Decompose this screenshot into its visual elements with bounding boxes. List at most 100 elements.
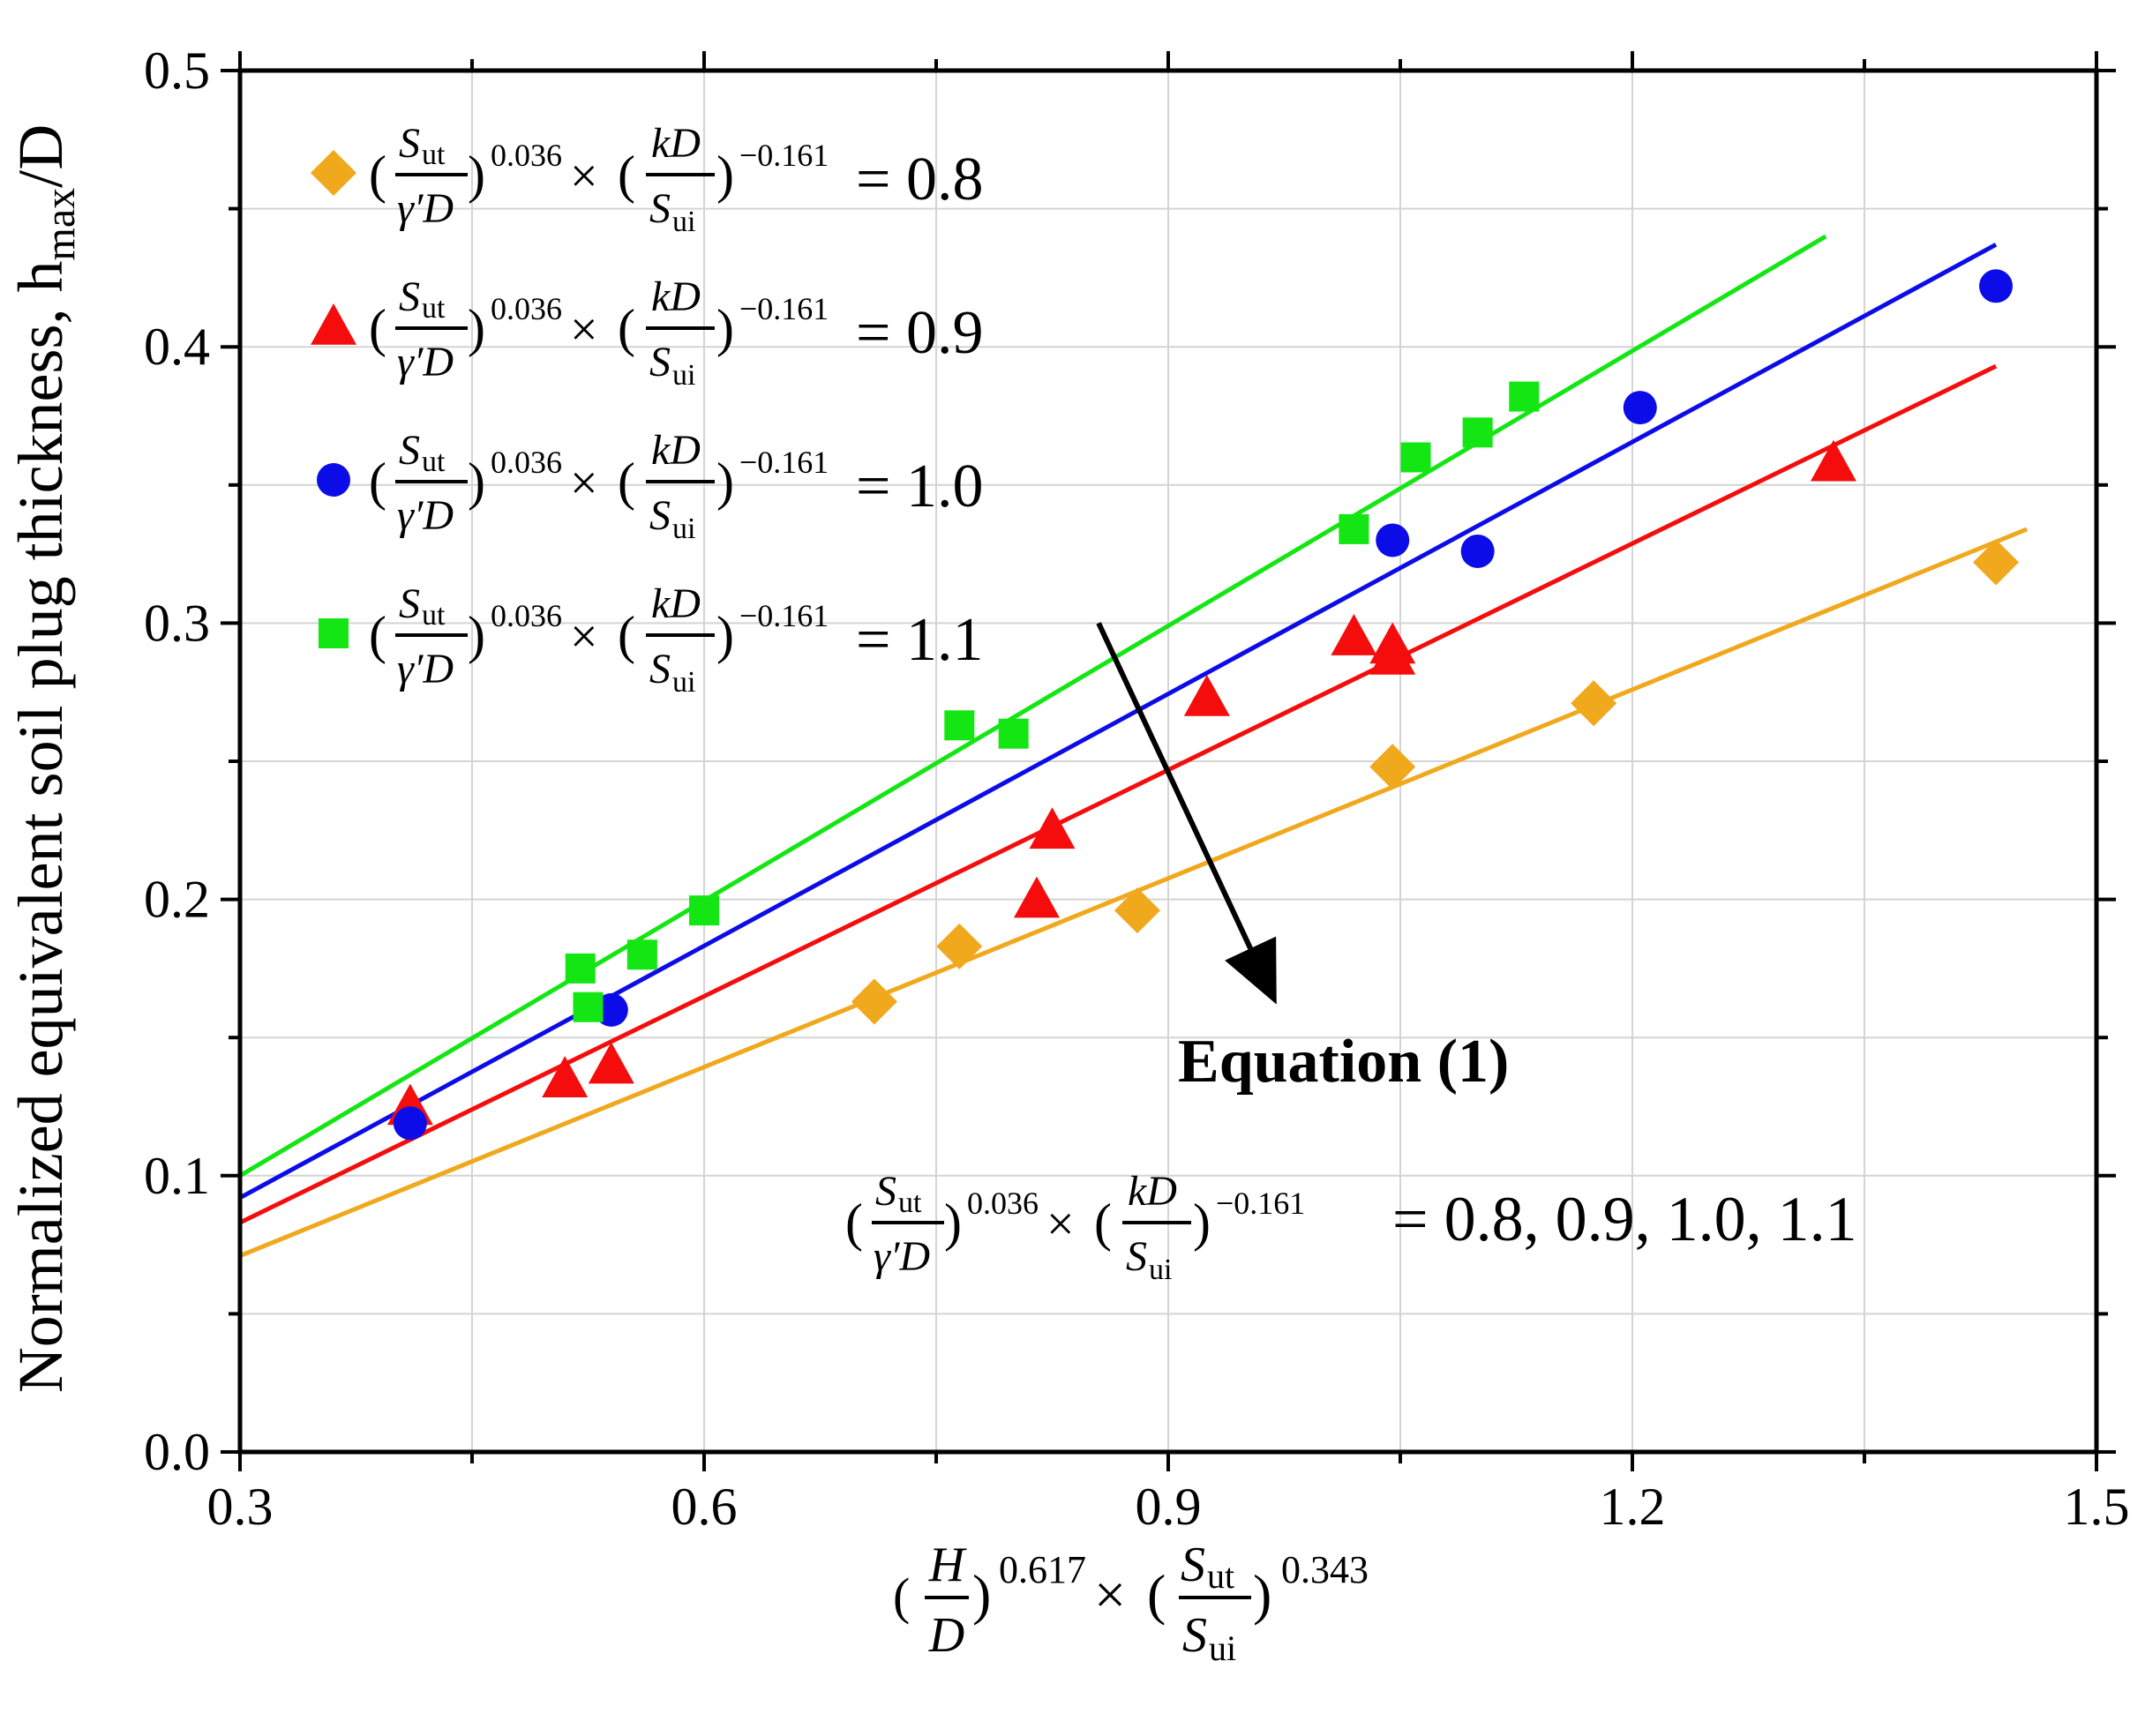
point-series-3-4 bbox=[1460, 534, 1495, 568]
svg-text:(: ( bbox=[893, 1568, 910, 1625]
legend-exp1: 0.036 bbox=[491, 291, 562, 326]
point-series-4-2 bbox=[573, 991, 604, 1022]
point-series-2-6 bbox=[1183, 674, 1230, 716]
point-series-3-5 bbox=[1623, 391, 1657, 425]
legend-sui: S bbox=[649, 339, 671, 385]
legend-paren: ) bbox=[716, 453, 734, 511]
legend-gamma-d: γ′D bbox=[397, 492, 454, 539]
legend-sut: S bbox=[399, 273, 420, 320]
svg-text:= 0.8, 0.9, 1.0, 1.1: = 0.8, 0.9, 1.0, 1.1 bbox=[1392, 1184, 1857, 1254]
legend-paren: ) bbox=[468, 453, 485, 511]
point-series-1-5 bbox=[1571, 680, 1617, 727]
legend-sui: S bbox=[649, 492, 671, 539]
legend-sui-sub: ui bbox=[672, 359, 695, 392]
svg-text:S: S bbox=[875, 1168, 896, 1215]
axes bbox=[221, 51, 2116, 1471]
grid bbox=[239, 70, 2097, 1453]
legend-value: = 1.0 bbox=[856, 453, 983, 520]
arrow-line bbox=[1096, 622, 1253, 950]
svg-text:ut: ut bbox=[1207, 1556, 1234, 1596]
legend-paren: ) bbox=[468, 146, 485, 204]
legend: (S utγ′D) 0.036 × (kDS ui) −0.161 = 0.8(S utγ′D)… bbox=[311, 120, 983, 699]
legend-sui-sub: ui bbox=[672, 206, 695, 238]
legend-exp1: 0.036 bbox=[491, 445, 562, 480]
svg-text:): ) bbox=[1193, 1194, 1211, 1252]
legend-paren: ( bbox=[618, 299, 635, 357]
legend-paren: ( bbox=[369, 299, 386, 357]
x-label-sui: S ui bbox=[1182, 1608, 1236, 1668]
legend-paren: ) bbox=[716, 146, 734, 204]
legend-marker-1 bbox=[311, 150, 356, 196]
legend-paren: ) bbox=[468, 299, 485, 357]
point-series-4-7 bbox=[1339, 513, 1369, 544]
point-series-1-3 bbox=[1114, 887, 1160, 934]
x-tick-label: 0.6 bbox=[671, 1478, 738, 1536]
legend-gamma-d: γ′D bbox=[397, 339, 454, 385]
y-tick-label: 0.3 bbox=[144, 594, 210, 652]
point-series-1-4 bbox=[1369, 744, 1416, 790]
x-label-times: × bbox=[1094, 1563, 1126, 1626]
point-series-1-1 bbox=[851, 978, 897, 1025]
legend-sut: S bbox=[399, 120, 420, 167]
equation-arrow bbox=[1096, 622, 1277, 1005]
svg-text:S: S bbox=[1126, 1233, 1147, 1280]
point-series-1-6 bbox=[1973, 539, 2020, 586]
x-tick-label: 1.2 bbox=[1600, 1478, 1666, 1536]
point-series-2-5 bbox=[1029, 807, 1076, 849]
point-series-4-1 bbox=[565, 953, 596, 984]
fit-line-series-2 bbox=[238, 363, 1998, 1225]
legend-paren: ( bbox=[369, 146, 386, 204]
point-series-4-5 bbox=[944, 710, 975, 741]
legend-marker-4 bbox=[319, 618, 349, 648]
svg-text:ut: ut bbox=[898, 1186, 922, 1219]
legend-sui-sub: ui bbox=[672, 513, 695, 545]
point-series-4-8 bbox=[1400, 442, 1431, 473]
legend-kd: kD bbox=[651, 273, 701, 320]
legend-kd: kD bbox=[651, 580, 701, 627]
svg-text:kD: kD bbox=[1128, 1168, 1177, 1215]
legend-sut-sub: ut bbox=[422, 138, 446, 171]
fit-line-series-4 bbox=[238, 234, 1827, 1178]
x-label-h: H bbox=[928, 1538, 967, 1592]
tick-labels: 0.3 0.6 0.9 1.2 1.5 0.0 0.1 0.2 0.3 0.4 0.5 bbox=[144, 41, 2130, 1536]
legend-sut-sub: ut bbox=[422, 292, 446, 325]
svg-text:0.036: 0.036 bbox=[967, 1186, 1039, 1221]
svg-text:): ) bbox=[972, 1563, 991, 1626]
point-series-2-7 bbox=[1331, 614, 1377, 655]
data-markers bbox=[386, 269, 2020, 1141]
legend-sut-sub: ut bbox=[422, 445, 446, 478]
legend-value: = 0.9 bbox=[856, 299, 983, 367]
legend-times: × bbox=[570, 303, 598, 357]
svg-text:γ′D: γ′D bbox=[874, 1233, 930, 1280]
legend-sui-sub: ui bbox=[672, 666, 695, 699]
point-series-1-2 bbox=[936, 923, 983, 969]
legend-paren: ( bbox=[369, 606, 386, 664]
point-series-3-1 bbox=[393, 1106, 427, 1141]
fit-lines bbox=[238, 234, 2029, 1258]
svg-text:ui: ui bbox=[1209, 1628, 1236, 1668]
legend-item-1: (S utγ′D) 0.036 × (kDS ui) −0.161 = 0.8 bbox=[311, 120, 983, 238]
legend-value: = 1.1 bbox=[856, 606, 983, 674]
legend-gamma-d: γ′D bbox=[397, 185, 454, 232]
x-tick-label: 0.9 bbox=[1136, 1478, 1202, 1536]
x-label-d: D bbox=[928, 1608, 964, 1663]
legend-paren: ) bbox=[716, 299, 734, 357]
legend-item-3: (S utγ′D) 0.036 × (kDS ui) −0.161 = 1.0 bbox=[317, 427, 983, 545]
legend-paren: ( bbox=[618, 146, 635, 204]
x-tick-label: 1.5 bbox=[2064, 1478, 2130, 1536]
y-tick-label: 0.4 bbox=[144, 318, 210, 376]
point-series-2-3 bbox=[588, 1042, 634, 1084]
legend-exp2: −0.161 bbox=[739, 291, 829, 326]
x-label-exp2: 0.343 bbox=[1281, 1548, 1369, 1591]
y-axis-label-tail: /D bbox=[5, 124, 76, 188]
legend-item-4: (S utγ′D) 0.036 × (kDS ui) −0.161 = 1.1 bbox=[319, 580, 983, 699]
point-series-4-10 bbox=[1509, 381, 1540, 412]
legend-paren: ) bbox=[468, 606, 485, 664]
svg-text:(: ( bbox=[1094, 1194, 1112, 1252]
point-series-3-6 bbox=[1979, 269, 2014, 303]
legend-paren: ( bbox=[618, 606, 635, 664]
legend-paren: ( bbox=[369, 453, 386, 511]
legend-times: × bbox=[570, 456, 598, 511]
point-series-2-10 bbox=[1810, 439, 1856, 482]
legend-sut-sub: ut bbox=[422, 599, 446, 632]
